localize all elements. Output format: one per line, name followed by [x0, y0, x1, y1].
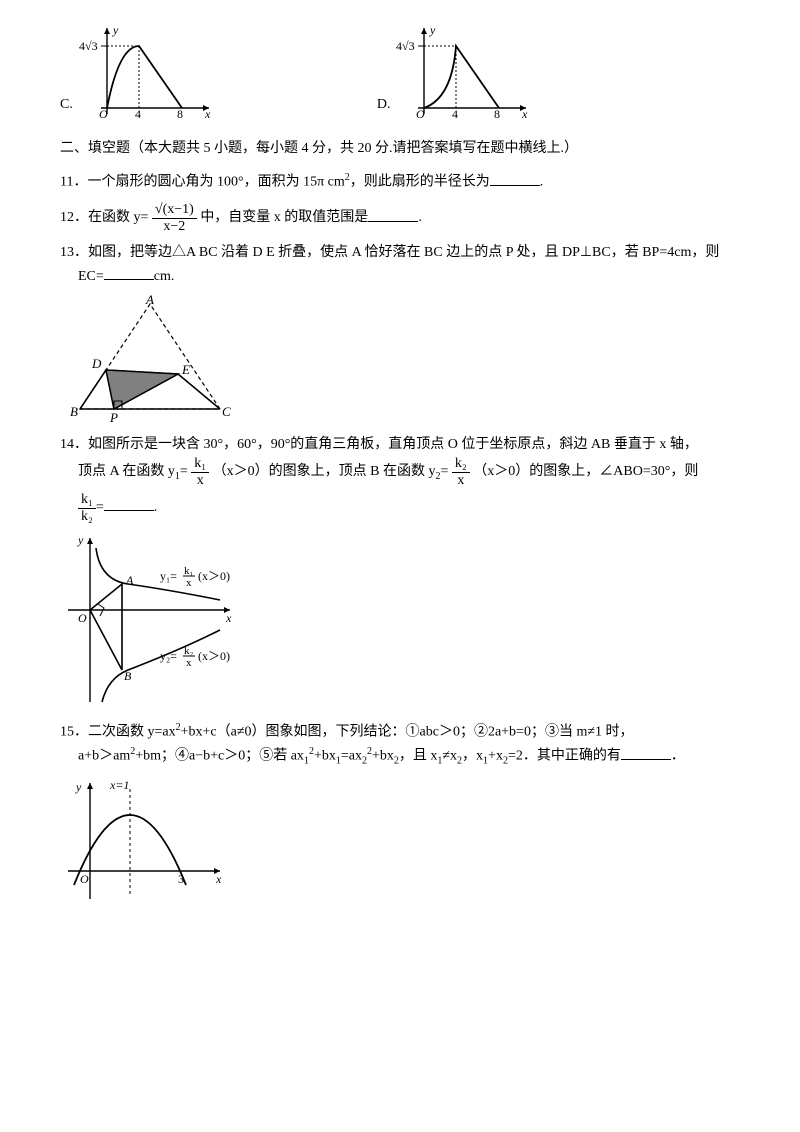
q14-l2a: 顶点 A 在函数 y	[78, 465, 175, 480]
svg-text:y: y	[77, 533, 84, 547]
q13-line1: 13．如图，把等边△A BC 沿着 D E 折叠，使点 A 恰好落在 BC 边上…	[60, 242, 740, 264]
svg-text:x: x	[225, 611, 232, 625]
q14-f1: k₁x	[191, 456, 209, 488]
svg-text:4: 4	[135, 107, 141, 120]
q12-text-a: 12．在函数 y=	[60, 211, 148, 226]
q14-l3a: =	[96, 500, 104, 515]
svg-text:x: x	[521, 107, 528, 120]
q12-frac-den: x−2	[152, 219, 197, 234]
q14-line1: 14．如图所示是一块含 30°，60°，90°的直角三角板，直角顶点 O 位于坐…	[60, 434, 740, 456]
q14-l3b: .	[154, 500, 158, 515]
option-c-label: C.	[60, 94, 73, 116]
svg-text:x=1: x=1	[109, 778, 129, 792]
svg-text:x: x	[204, 107, 211, 120]
q13-l2b: cm.	[154, 269, 175, 284]
q14-l2b: =	[180, 465, 188, 480]
svg-text:C: C	[222, 404, 231, 419]
svg-text:O: O	[78, 611, 87, 625]
q11-blank	[490, 171, 540, 186]
svg-text:D: D	[91, 356, 102, 371]
svg-text:4√3: 4√3	[79, 39, 98, 53]
svg-text:8: 8	[494, 107, 500, 120]
svg-text:(x＞0): (x＞0)	[198, 569, 230, 583]
q11-text-a: 11．一个扇形的圆心角为 100°，面积为 15π cm	[60, 175, 345, 190]
svg-text:y₁=: y₁=	[160, 569, 177, 583]
q14-l2d: =	[440, 465, 448, 480]
q14-line2: 顶点 A 在函数 y1= k₁x （x＞0）的图象上，顶点 B 在函数 y2= …	[60, 456, 740, 488]
svg-text:y: y	[75, 780, 82, 794]
q14-f3: k₁k₂	[78, 492, 96, 524]
section-2-heading: 二、填空题（本大题共 5 小题，每小题 4 分，共 20 分.请把答案填写在题中…	[60, 138, 740, 160]
q13-line2: EC= cm.	[60, 265, 740, 288]
svg-text:4: 4	[452, 107, 458, 120]
svg-text:P: P	[109, 410, 118, 424]
question-15: 15．二次函数 y=ax2+bx+c（a≠0）图象如图，下列结论：①abc＞0；…	[60, 720, 740, 906]
q13-figure: A B C D E P	[60, 294, 740, 424]
svg-text:8: 8	[177, 107, 183, 120]
q13-l2a: EC=	[78, 269, 104, 284]
option-d: D. y x O 4√3 4 8	[377, 20, 535, 120]
svg-text:x: x	[215, 872, 222, 886]
q14-blank	[104, 496, 154, 511]
q11-text-c: .	[540, 175, 544, 190]
q12-fraction: √(x−1) x−2	[152, 202, 197, 234]
svg-text:E: E	[181, 362, 190, 377]
svg-text:k₁: k₁	[184, 565, 194, 577]
option-c: C. y x O 4√3 4 8	[60, 20, 217, 120]
svg-text:O: O	[416, 107, 425, 120]
q15-line2: a+b＞am2+bm；④a−b+c＞0；⑤若 ax12+bx1=ax22+bx2…	[60, 744, 740, 769]
q13-blank	[104, 265, 154, 280]
svg-text:O: O	[99, 107, 108, 120]
q11-text-b: ，则此扇形的半径长为	[350, 175, 490, 190]
option-d-label: D.	[377, 94, 391, 116]
svg-text:x: x	[186, 577, 192, 589]
q15-blank	[621, 745, 671, 760]
q15-l1b: +bx+c（a≠0）图象如图，下列结论：①abc＞0；②2a+b=0；③当 m≠…	[181, 725, 634, 740]
graph-c: y x O 4√3 4 8	[77, 20, 217, 120]
q12-frac-num: √(x−1)	[152, 202, 197, 218]
svg-text:y: y	[429, 23, 436, 37]
q14-l2e: （x＞0）的图象上，∠ABO=30°，则	[473, 465, 698, 480]
svg-text:B: B	[70, 404, 78, 419]
svg-text:O: O	[80, 872, 89, 886]
q15-line1: 15．二次函数 y=ax2+bx+c（a≠0）图象如图，下列结论：①abc＞0；…	[60, 720, 740, 744]
q12-text-c: .	[418, 211, 422, 226]
svg-text:x: x	[186, 657, 192, 669]
question-12: 12．在函数 y= √(x−1) x−2 中，自变量 x 的取值范围是.	[60, 202, 740, 234]
q14-l2c: （x＞0）的图象上，顶点 B 在函数 y	[213, 465, 436, 480]
q14-f2: k₂x	[452, 456, 470, 488]
svg-text:4√3: 4√3	[396, 39, 415, 53]
svg-text:A: A	[145, 294, 154, 307]
svg-text:k₂: k₂	[184, 645, 194, 657]
question-13: 13．如图，把等边△A BC 沿着 D E 折叠，使点 A 恰好落在 BC 边上…	[60, 242, 740, 424]
q12-text-b: 中，自变量 x 的取值范围是	[200, 211, 368, 226]
q12-blank	[368, 207, 418, 222]
q14-figure: y x O A B y₁= k₁ x (x＞0) y₂= k₂ x (x＞0)	[60, 530, 740, 710]
svg-text:y₂=: y₂=	[160, 649, 177, 663]
q14-line3: k₁k₂=.	[60, 492, 740, 524]
svg-text:y: y	[112, 23, 119, 37]
svg-text:(x＞0): (x＞0)	[198, 649, 230, 663]
question-14: 14．如图所示是一块含 30°，60°，90°的直角三角板，直角顶点 O 位于坐…	[60, 434, 740, 710]
option-row: C. y x O 4√3 4 8 D. y x O 4√3	[60, 20, 740, 120]
graph-d: y x O 4√3 4 8	[394, 20, 534, 120]
question-11: 11．一个扇形的圆心角为 100°，面积为 15π cm2，则此扇形的半径长为.	[60, 170, 740, 194]
q15-figure: y x O x=1 3	[60, 775, 740, 905]
q15-l1a: 15．二次函数 y=ax	[60, 725, 176, 740]
